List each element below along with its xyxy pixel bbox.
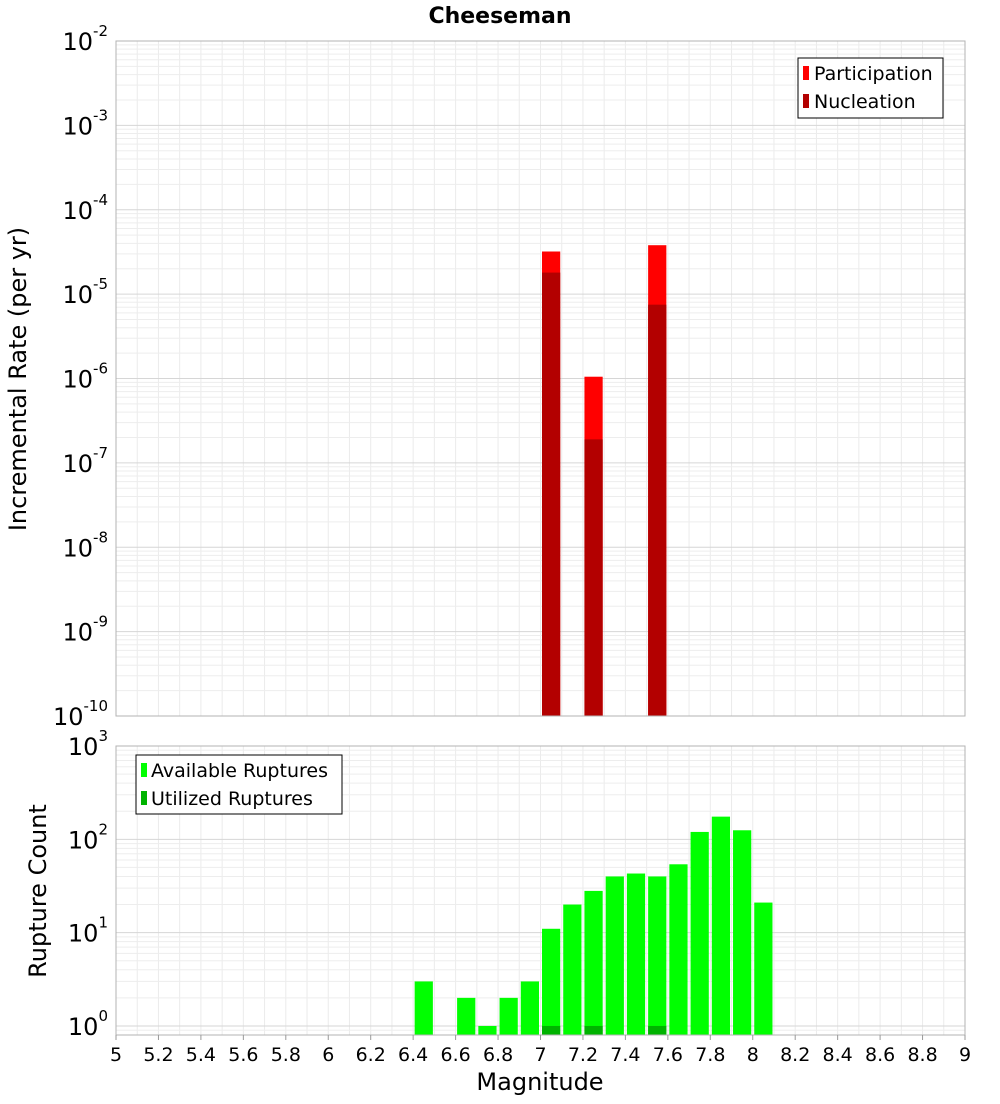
x-tick-label: 6.8 bbox=[483, 1044, 513, 1066]
x-tick-label: 5.2 bbox=[143, 1044, 173, 1066]
legend-label-utilized: Utilized Ruptures bbox=[151, 788, 313, 810]
x-tick-label: 7.4 bbox=[610, 1044, 640, 1066]
x-tick-label: 6.4 bbox=[398, 1044, 428, 1066]
bottom-bar-available-ruptures bbox=[478, 1025, 497, 1035]
top-y-tick-label: 10-2 bbox=[62, 22, 108, 56]
bottom-legend-box bbox=[135, 754, 343, 815]
bottom-bar-available-ruptures bbox=[669, 864, 688, 1035]
top-bar-nucleation bbox=[648, 304, 667, 716]
top-y-axis-label: Incremental Rate (per yr) bbox=[4, 227, 32, 531]
top-plot-border bbox=[115, 40, 966, 717]
top-legend: Participation Nucleation bbox=[797, 57, 944, 119]
legend-swatch-available bbox=[141, 763, 147, 777]
bottom-bar-available-ruptures bbox=[499, 997, 518, 1035]
top-bar-nucleation bbox=[584, 439, 603, 716]
x-tick-label: 5 bbox=[110, 1044, 122, 1066]
x-tick-label: 5.4 bbox=[186, 1044, 216, 1066]
top-y-tick-label: 10-4 bbox=[62, 191, 108, 225]
bottom-bar-available-ruptures bbox=[414, 981, 433, 1035]
bottom-bar-available-ruptures bbox=[457, 997, 476, 1035]
top-bar-nucleation bbox=[542, 272, 561, 716]
bottom-bar-utilized-ruptures bbox=[648, 1025, 667, 1035]
top-bars bbox=[542, 245, 667, 717]
x-tick-label: 6.2 bbox=[356, 1044, 386, 1066]
x-tick-label: 8.8 bbox=[907, 1044, 937, 1066]
legend-label-nucleation: Nucleation bbox=[814, 91, 916, 113]
bottom-bar-utilized-ruptures bbox=[542, 1025, 561, 1035]
bottom-bar-available-ruptures bbox=[520, 981, 539, 1035]
bottom-bar-available-ruptures bbox=[584, 890, 603, 1035]
bottom-bar-available-ruptures bbox=[563, 904, 582, 1035]
bottom-bar-utilized-ruptures bbox=[584, 1025, 603, 1035]
x-tick-label: 7.8 bbox=[695, 1044, 725, 1066]
x-tick-label: 7.2 bbox=[568, 1044, 598, 1066]
bottom-legend: Available Ruptures Utilized Ruptures bbox=[135, 754, 343, 815]
top-y-tick-label: 10-6 bbox=[62, 360, 108, 394]
x-tick-label: 7.6 bbox=[653, 1044, 683, 1066]
bottom-y-tick-label: 100 bbox=[68, 1007, 108, 1041]
top-y-tick-label: 10-7 bbox=[62, 444, 108, 478]
x-ticks: 5 5.2 5.4 5.6 5.8 6 6.2 6.4 6.6 6.8 7 7.2 7.4 7.6 7.8 8… bbox=[110, 1035, 971, 1066]
bottom-bar-available-ruptures bbox=[733, 830, 752, 1035]
x-tick-label: 8.4 bbox=[823, 1044, 853, 1066]
legend-swatch-nucleation bbox=[803, 94, 809, 108]
legend-label-participation: Participation bbox=[814, 63, 933, 85]
legend-label-available: Available Ruptures bbox=[151, 760, 328, 782]
top-y-tick-label: 10-9 bbox=[62, 613, 108, 647]
x-tick-label: 6 bbox=[322, 1044, 334, 1066]
bottom-y-tick-label: 103 bbox=[68, 727, 108, 761]
x-tick-label: 6.6 bbox=[440, 1044, 470, 1066]
top-y-tick-label: 10-3 bbox=[62, 106, 108, 140]
top-y-ticks: 10-2 10-3 10-4 10-5 10-6 10-7 10-8 10-9 10-10 bbox=[53, 22, 108, 731]
bottom-bar-available-ruptures bbox=[605, 876, 624, 1035]
top-grid bbox=[115, 41, 966, 717]
bottom-bar-available-ruptures bbox=[711, 816, 731, 1035]
bottom-y-tick-label: 102 bbox=[68, 820, 108, 854]
bottom-y-ticks: 103 102 101 100 bbox=[68, 727, 108, 1041]
bottom-panel: 103 102 101 100 Rupture Count Available Rup… bbox=[24, 727, 971, 1096]
bottom-y-tick-label: 101 bbox=[68, 914, 108, 948]
x-tick-label: 8.6 bbox=[865, 1044, 895, 1066]
top-legend-box bbox=[797, 57, 944, 119]
bottom-bar-available-ruptures bbox=[648, 876, 667, 1035]
x-tick-label: 8.2 bbox=[780, 1044, 810, 1066]
top-panel: 10-2 10-3 10-4 10-5 10-6 10-7 10-8 10-9 10-10 In… bbox=[4, 22, 966, 731]
bottom-bars bbox=[414, 816, 773, 1035]
bottom-bar-available-ruptures bbox=[754, 902, 773, 1035]
bottom-bar-available-ruptures bbox=[690, 831, 709, 1035]
x-tick-label: 9 bbox=[959, 1044, 971, 1066]
bottom-bar-available-ruptures bbox=[626, 873, 646, 1035]
x-tick-label: 5.6 bbox=[228, 1044, 258, 1066]
top-y-tick-label: 10-10 bbox=[53, 697, 108, 731]
bottom-bar-available-ruptures bbox=[542, 928, 561, 1035]
top-y-tick-label: 10-8 bbox=[62, 528, 108, 562]
x-tick-label: 8 bbox=[747, 1044, 759, 1066]
legend-swatch-participation bbox=[803, 66, 809, 80]
legend-swatch-utilized bbox=[141, 791, 147, 805]
x-tick-label: 7 bbox=[534, 1044, 546, 1066]
bottom-y-axis-label: Rupture Count bbox=[24, 804, 52, 978]
x-tick-label: 5.8 bbox=[271, 1044, 301, 1066]
x-axis-label: Magnitude bbox=[476, 1068, 603, 1096]
chart-title: Cheeseman bbox=[428, 4, 571, 29]
top-y-tick-label: 10-5 bbox=[62, 275, 108, 309]
